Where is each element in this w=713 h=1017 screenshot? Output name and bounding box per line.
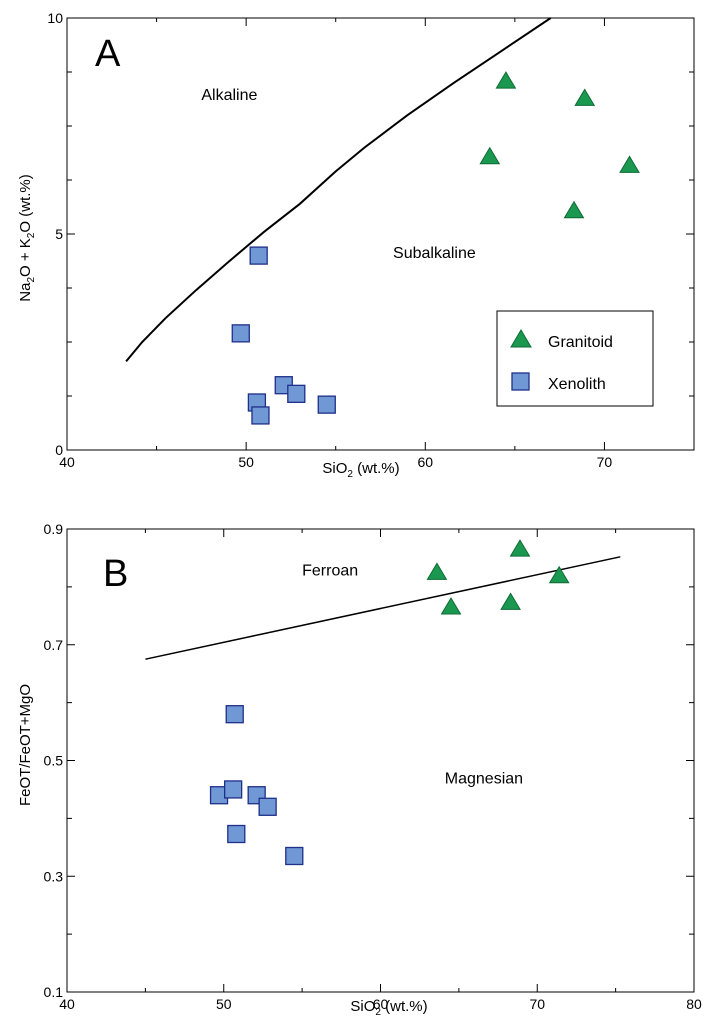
granitoid-point xyxy=(440,597,462,615)
panel-a: 40 50 60 70 0 5 10 Alkaline Subalkaline A Grani… xyxy=(17,10,695,480)
ferroan-magnesian-boundary-line xyxy=(145,556,621,660)
y-tick-label: 5 xyxy=(55,226,63,242)
ticks-a: 40 50 60 70 0 5 10 xyxy=(47,10,695,470)
y-tick-label: 0.1 xyxy=(44,984,64,1000)
y-axis-label-a: Na2O + K2O (wt.%) xyxy=(17,174,37,301)
legend: Granitoid Xenolith xyxy=(496,310,654,407)
granitoid-point xyxy=(500,592,521,610)
xenolith-point xyxy=(251,406,270,425)
granitoid-point xyxy=(479,146,501,165)
xenolith-point xyxy=(258,797,277,816)
granitoid-point xyxy=(548,565,570,584)
x-tick-label: 70 xyxy=(597,454,613,470)
granitoid-point xyxy=(509,539,531,557)
x-tick-label: 40 xyxy=(59,454,75,470)
y-tick-label: 0 xyxy=(55,442,63,458)
panel-letter-a: A xyxy=(95,33,121,75)
x-tick-label: 40 xyxy=(59,996,75,1012)
data-points-b xyxy=(209,539,570,866)
data-points-a xyxy=(231,71,640,425)
granitoid-point xyxy=(426,562,448,580)
x-tick-label: 50 xyxy=(238,454,254,470)
granitoid-point xyxy=(574,88,596,106)
region-labels-a: Alkaline Subalkaline xyxy=(201,87,476,262)
x-tick-label: 60 xyxy=(417,454,433,470)
granitoid-point xyxy=(563,200,585,219)
x-tick-label: 50 xyxy=(216,996,232,1012)
y-tick-label: 0.5 xyxy=(44,753,64,769)
legend-label-xenolith: Xenolith xyxy=(548,376,606,393)
xenolith-point xyxy=(287,384,306,403)
xenolith-point xyxy=(249,246,268,265)
x-tick-label: 70 xyxy=(529,996,545,1012)
x-tick-label: 80 xyxy=(686,996,702,1012)
region-label-subalkaline: Subalkaline xyxy=(393,245,476,262)
y-axis-label-b: FeOT/FeOT+MgO xyxy=(17,684,34,806)
xenolith-point xyxy=(285,846,304,866)
granitoid-point xyxy=(619,155,640,173)
x-tick-label: 60 xyxy=(373,996,389,1012)
region-labels-b: Ferroan Magnesian xyxy=(302,562,523,787)
region-label-ferroan: Ferroan xyxy=(302,562,358,579)
xenolith-point xyxy=(231,324,250,343)
y-tick-label: 0.7 xyxy=(44,637,64,653)
region-label-magnesian: Magnesian xyxy=(445,771,523,788)
legend-label-granitoid: Granitoid xyxy=(548,334,613,351)
xenolith-point xyxy=(227,824,246,844)
xenolith-point xyxy=(225,705,244,724)
x-axis-label-b: SiO2 (wt.%) xyxy=(350,998,427,1017)
y-tick-label: 0.3 xyxy=(44,868,64,884)
y-tick-label: 10 xyxy=(47,10,63,26)
legend-marker-granitoid xyxy=(510,329,532,348)
alkaline-subalkaline-boundary-line xyxy=(125,17,552,363)
ticks-b: 40 50 60 70 80 0.1 0.3 0.5 0.7 0.9 xyxy=(44,521,702,1012)
legend-marker-xenolith xyxy=(511,372,530,391)
region-label-alkaline: Alkaline xyxy=(201,87,257,104)
xenolith-point xyxy=(317,395,336,414)
plot-frame-b xyxy=(66,528,695,993)
y-tick-label: 0.9 xyxy=(44,521,64,537)
x-axis-label-a: SiO2 (wt.%) xyxy=(322,460,399,480)
granitoid-point xyxy=(495,71,517,89)
legend-markers xyxy=(510,329,532,391)
panel-b: 40 50 60 70 80 0.1 0.3 0.5 0.7 0.9 Ferroan Magnesi… xyxy=(17,521,702,1017)
xenolith-point xyxy=(224,780,243,799)
panel-letter-b: B xyxy=(103,553,128,595)
